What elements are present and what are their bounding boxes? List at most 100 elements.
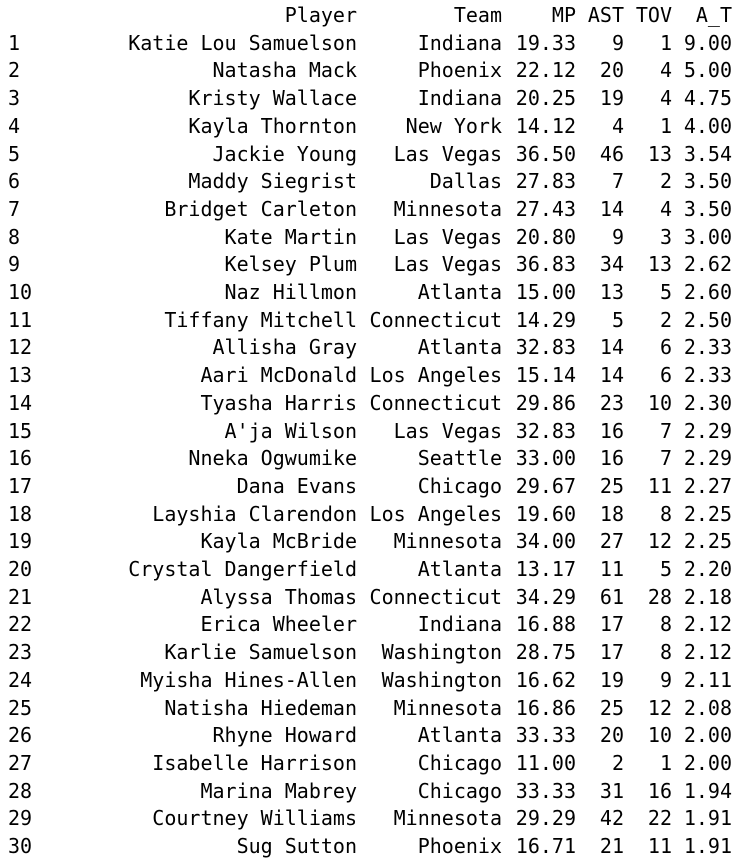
table-row: 5 Jackie Young Las Vegas 36.50 46 13 3.54 [0,141,732,169]
table-row: 26 Rhyne Howard Atlanta 33.33 20 10 2.00 [0,722,732,750]
team-cell: Atlanta [417,723,502,748]
mp-cell: 16.88 [515,612,576,637]
a-t-cell: 2.12 [683,640,732,665]
a-t-cell: 3.50 [683,196,732,221]
row-index: 12 [8,335,33,360]
team-cell: Seattle [417,446,502,471]
table-row: 12 Allisha Gray Atlanta 32.83 14 6 2.33 [0,334,732,362]
team-cell: Minnesota [393,529,502,554]
team-cell: Los Angeles [369,501,502,526]
table-row: 7 Bridget Carleton Minnesota 27.43 14 4 3.50 [0,196,732,224]
tov-cell: 10 [647,723,672,748]
ast-cell: 16 [599,418,624,443]
player-cell: Nneka Ogwumike [188,446,357,471]
a-t-cell: 2.18 [683,584,732,609]
row-index: 19 [8,529,33,554]
player-cell: Tiffany Mitchell [164,307,357,332]
table-row: 15 A'ja Wilson Las Vegas 32.83 16 7 2.29 [0,418,732,446]
player-cell: Jackie Young [212,141,358,166]
table-row: 18 Layshia Clarendon Los Angeles 19.60 18 8 2.… [0,501,732,529]
mp-cell: 16.62 [515,667,576,692]
tov-cell: 2 [659,169,672,194]
player-cell: Kristy Wallace [188,86,357,111]
tov-cell: 9 [659,667,672,692]
tov-cell: 3 [659,224,672,249]
table-row: 1 Katie Lou Samuelson Indiana 19.33 9 1 9.00 [0,30,732,58]
team-cell: Indiana [417,612,502,637]
mp-cell: 29.86 [515,390,576,415]
tov-cell: 2 [659,307,672,332]
row-index: 20 [8,557,33,582]
tov-cell: 5 [659,280,672,305]
team-cell: Washington [381,640,502,665]
mp-cell: 20.25 [515,86,576,111]
ast-cell: 19 [599,667,624,692]
row-index: 8 [8,224,21,249]
mp-cell: 19.60 [515,501,576,526]
header-ast: AST [587,3,624,27]
player-cell: Katie Lou Samuelson [128,30,357,55]
tov-cell: 16 [647,778,672,803]
row-index: 30 [8,834,33,859]
a-t-cell: 2.29 [683,418,732,443]
row-index: 17 [8,473,33,498]
a-t-cell: 3.50 [683,169,732,194]
tov-cell: 6 [659,335,672,360]
row-index: 24 [8,667,33,692]
ast-cell: 14 [599,335,624,360]
player-cell: Maddy Siegrist [188,169,357,194]
player-cell: Tyasha Harris [200,390,357,415]
player-cell: Alyssa Thomas [200,584,357,609]
mp-cell: 20.80 [515,224,576,249]
a-t-cell: 2.50 [683,307,732,332]
row-index: 11 [8,307,33,332]
row-index: 27 [8,750,33,775]
row-index: 29 [8,806,33,831]
tov-cell: 10 [647,390,672,415]
row-index: 5 [8,141,21,166]
player-cell: Marina Mabrey [200,778,357,803]
team-cell: Atlanta [417,335,502,360]
player-cell: Erica Wheeler [200,612,357,637]
table-row: 2 Natasha Mack Phoenix 22.12 20 4 5.00 [0,57,732,85]
ast-cell: 7 [611,169,624,194]
table-header: Player Team MP AST TOV A_T [0,2,732,30]
ast-cell: 19 [599,86,624,111]
a-t-cell: 2.25 [683,529,732,554]
ast-cell: 2 [611,750,624,775]
player-cell: Natasha Mack [212,58,358,83]
row-index: 6 [8,169,21,194]
team-cell: Connecticut [369,584,502,609]
tov-cell: 1 [659,750,672,775]
tov-cell: 11 [647,473,672,498]
table-row: 4 Kayla Thornton New York 14.12 4 1 4.00 [0,113,732,141]
row-index: 3 [8,86,21,111]
player-cell: Myisha Hines-Allen [140,667,357,692]
player-cell: Sug Sutton [236,834,357,859]
row-index: 2 [8,58,21,83]
tov-cell: 7 [659,446,672,471]
header-tov: TOV [635,3,672,27]
player-cell: Naz Hillmon [224,280,357,305]
tov-cell: 12 [647,695,672,720]
team-cell: Connecticut [369,390,502,415]
tov-cell: 11 [647,834,672,859]
ast-cell: 34 [599,252,624,277]
table-row: 24 Myisha Hines-Allen Washington 16.62 19 9 2.… [0,667,732,695]
mp-cell: 13.17 [515,557,576,582]
team-cell: Chicago [417,750,502,775]
ast-cell: 27 [599,529,624,554]
team-cell: Indiana [417,30,502,55]
mp-cell: 29.29 [515,806,576,831]
table-row: 29 Courtney Williams Minnesota 29.29 42 22 1.9… [0,805,732,833]
ast-cell: 14 [599,196,624,221]
team-cell: Phoenix [417,834,502,859]
table-row: 8 Kate Martin Las Vegas 20.80 9 3 3.00 [0,224,732,252]
tov-cell: 13 [647,252,672,277]
table-row: 14 Tyasha Harris Connecticut 29.86 23 10 2.30 [0,390,732,418]
tov-cell: 4 [659,196,672,221]
a-t-cell: 4.00 [683,113,732,138]
ast-cell: 13 [599,280,624,305]
a-t-cell: 1.91 [683,834,732,859]
